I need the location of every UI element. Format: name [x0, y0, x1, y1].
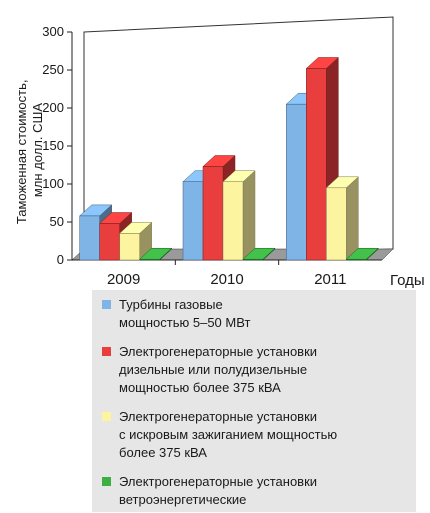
y-tick-label: 250: [42, 62, 64, 77]
bar: [119, 221, 153, 261]
y-axis-label-line-2: млн долл. США: [30, 103, 45, 198]
category-label: 2011: [314, 271, 346, 288]
legend-item: Электрогенераторные установки с искровым…: [100, 408, 408, 462]
bar-side: [242, 170, 256, 261]
legend-swatch: [102, 477, 111, 486]
category-label: 2010: [210, 271, 243, 288]
y-axis-label-line-1: Таможенная стоимость,: [14, 80, 29, 225]
bar-front: [139, 258, 160, 261]
bars: [79, 56, 379, 261]
bar-front: [326, 187, 347, 261]
category-labels: 2009 2010 2011: [107, 260, 346, 288]
bar-side: [346, 176, 359, 261]
legend-swatch: [102, 347, 111, 356]
y-tick-label: 150: [42, 138, 64, 153]
legend-swatch: [102, 300, 111, 309]
legend-label: Электрогенераторные установки ветроэнерг…: [119, 474, 318, 507]
y-tick-label: 0: [57, 252, 64, 267]
bar: [222, 170, 256, 261]
bar: [139, 247, 173, 261]
bar-front: [306, 68, 327, 261]
legend-label: Электрогенераторные установки с искровым…: [119, 409, 338, 460]
bar-front: [182, 181, 204, 261]
bar-front: [119, 233, 140, 261]
legend-item: Электрогенераторные установки ветроэнерг…: [100, 473, 408, 509]
y-tick-label: 50: [50, 214, 64, 229]
y-tick-label: 100: [42, 176, 64, 191]
y-axis-ticks: 0 50 100 150 200 250 300: [42, 24, 72, 267]
legend-label: Электрогенераторные установки дизельные …: [119, 344, 318, 395]
bar: [242, 247, 276, 261]
legend-item: Электрогенераторные установки дизельные …: [100, 343, 408, 397]
bar-chart: 0 50 100 150 200 250 300 2009 2010 2011 Годы Там…: [14, 16, 425, 289]
legend: Турбины газовые мощностью 5–50 МВт Электр…: [92, 290, 416, 512]
legend-swatch: [102, 412, 111, 421]
bar-front: [99, 223, 120, 261]
bar-front: [346, 258, 367, 261]
bar-front: [222, 181, 244, 261]
bar-front: [202, 166, 224, 261]
legend-item: Турбины газовые мощностью 5–50 МВт: [100, 296, 408, 332]
y-axis-label: Таможенная стоимость, млн долл. США: [14, 76, 45, 224]
legend-label: Турбины газовые мощностью 5–50 МВт: [119, 297, 251, 330]
x-axis-label: Годы: [390, 272, 425, 289]
bar-front: [286, 103, 307, 261]
bar: [325, 176, 359, 261]
y-tick-label: 300: [42, 24, 64, 39]
bar: [345, 247, 379, 261]
y-tick-label: 200: [42, 100, 64, 115]
bar-front: [242, 258, 264, 261]
category-label: 2009: [107, 271, 140, 288]
bar-front: [79, 215, 100, 261]
